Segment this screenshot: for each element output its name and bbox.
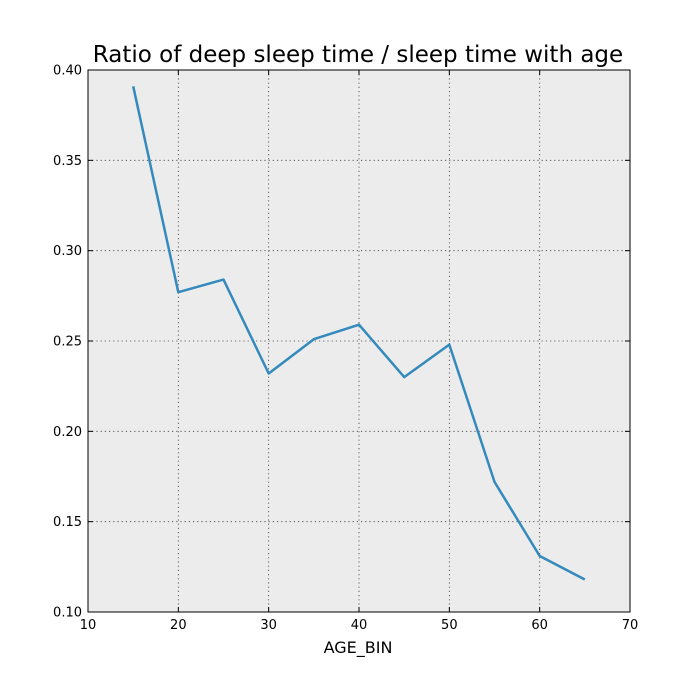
x-tick-label: 40 bbox=[351, 618, 368, 633]
y-tick-label: 0.35 bbox=[53, 154, 82, 169]
plot-area bbox=[88, 70, 630, 612]
y-tick-label: 0.15 bbox=[53, 515, 82, 530]
y-tick-label: 0.25 bbox=[53, 335, 82, 350]
series-layer bbox=[131, 86, 586, 581]
y-tick-label: 0.30 bbox=[53, 244, 82, 259]
x-tick-label: 70 bbox=[622, 618, 639, 633]
series-line bbox=[131, 86, 586, 581]
x-tick-label: 60 bbox=[531, 618, 548, 633]
y-tick-label: 0.40 bbox=[53, 64, 82, 79]
x-tick-label: 10 bbox=[80, 618, 97, 633]
y-tick-label: 0.20 bbox=[53, 425, 82, 440]
chart-title: Ratio of deep sleep time / sleep time wi… bbox=[93, 42, 623, 68]
x-tick-label: 50 bbox=[441, 618, 458, 633]
y-tick-label: 0.10 bbox=[53, 606, 82, 621]
ticks: 10 20 30 40 50 60 70 0.10 0.15 0.20 0.25 0.30 0.35 0.… bbox=[53, 64, 638, 634]
x-axis-label: AGE_BIN bbox=[324, 638, 393, 658]
x-tick-label: 30 bbox=[260, 618, 277, 633]
x-tick-label: 20 bbox=[170, 618, 187, 633]
